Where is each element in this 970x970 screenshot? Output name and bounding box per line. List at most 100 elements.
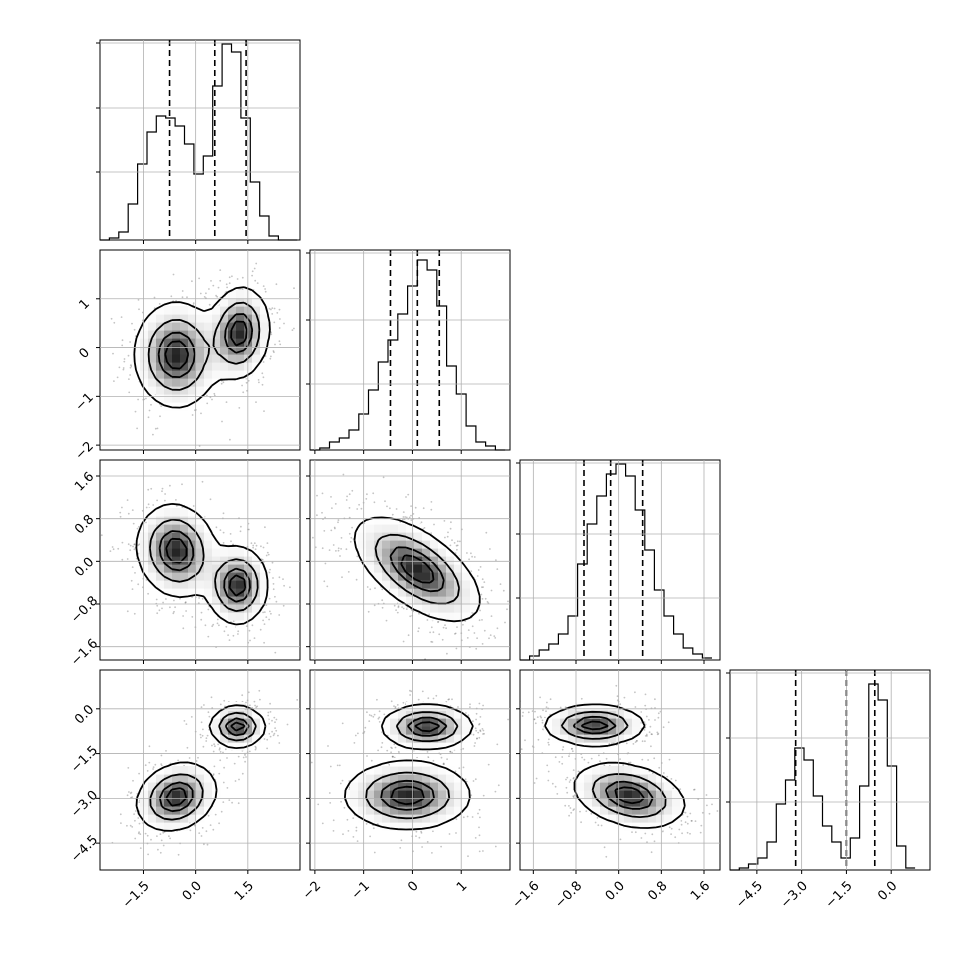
density-cell — [414, 556, 423, 565]
sample-point — [272, 734, 275, 737]
sample-point — [373, 851, 376, 854]
sample-point — [133, 813, 136, 815]
sample-point — [273, 351, 275, 354]
density-cell — [236, 338, 245, 347]
density-cell — [164, 314, 173, 323]
density-cell — [204, 588, 213, 597]
density-cell — [390, 532, 399, 541]
sample-point — [464, 778, 467, 781]
sample-point — [479, 729, 482, 732]
sample-point — [430, 501, 433, 503]
density-cell — [212, 330, 221, 339]
density-cell — [244, 726, 253, 735]
sample-point — [198, 445, 201, 447]
sample-point — [339, 555, 341, 557]
sample-point — [136, 527, 139, 530]
sample-point — [430, 640, 433, 643]
sample-point — [479, 730, 482, 733]
sample-point — [164, 499, 166, 502]
density-cell — [252, 338, 261, 347]
density-cell — [196, 806, 205, 815]
density-cell — [188, 806, 197, 815]
sample-point — [259, 698, 261, 701]
sample-point — [455, 544, 458, 547]
sample-point — [426, 751, 429, 753]
sample-point — [469, 703, 471, 706]
density-cell — [164, 524, 173, 533]
density-cell — [180, 814, 189, 823]
sample-point — [481, 598, 484, 600]
sample-point — [459, 540, 461, 543]
density-cell — [172, 564, 181, 573]
sample-point — [423, 527, 426, 529]
sample-point — [457, 706, 459, 708]
density-cell — [180, 580, 189, 589]
sample-point — [456, 548, 458, 551]
sample-point — [471, 625, 474, 628]
sample-point — [466, 552, 468, 554]
density-cell — [156, 532, 165, 541]
sample-point — [145, 397, 147, 400]
sample-point — [134, 819, 136, 822]
sample-point — [154, 427, 157, 430]
density-cell — [244, 580, 253, 589]
sample-point — [348, 507, 351, 509]
sample-point — [421, 846, 423, 848]
sample-point — [229, 438, 231, 441]
sample-point — [222, 381, 225, 384]
sample-point — [155, 598, 158, 601]
sample-point — [219, 751, 222, 753]
sample-point — [390, 700, 393, 703]
sample-point — [402, 607, 405, 610]
sample-point — [168, 835, 170, 838]
sample-point — [256, 705, 259, 708]
sample-point — [186, 296, 188, 299]
sample-point — [347, 830, 350, 832]
sample-point — [267, 711, 270, 714]
sample-point — [272, 583, 275, 585]
density-cell — [148, 338, 157, 347]
sample-point — [478, 808, 481, 811]
sample-point — [248, 528, 250, 531]
density-cell — [398, 548, 407, 557]
sample-point — [396, 611, 399, 614]
sample-point — [228, 282, 231, 285]
density-cell — [212, 370, 221, 379]
sample-point — [345, 548, 348, 551]
sample-point — [267, 553, 270, 556]
sample-point — [210, 696, 213, 699]
sample-point — [241, 276, 244, 279]
density-cell — [430, 572, 439, 581]
density-cell — [228, 354, 237, 363]
sample-point — [165, 750, 167, 752]
sample-point — [378, 721, 381, 723]
density-cell — [212, 306, 221, 315]
density-cell — [358, 524, 367, 533]
sample-point — [269, 610, 271, 613]
density-cell — [196, 378, 205, 387]
sample-point — [127, 354, 130, 357]
density-cell — [164, 532, 173, 541]
density-cell — [148, 386, 157, 395]
sample-point — [109, 550, 112, 552]
density-cell — [180, 338, 189, 347]
sample-point — [263, 611, 266, 613]
density-cell — [228, 718, 237, 727]
density-cell — [156, 370, 165, 379]
sample-point — [110, 317, 113, 320]
sample-point — [137, 817, 140, 819]
sample-point — [200, 736, 202, 739]
sample-point — [205, 830, 208, 833]
sample-point — [188, 757, 191, 759]
sample-point — [256, 282, 259, 284]
sample-point — [257, 379, 260, 381]
density-cell — [156, 782, 165, 791]
density-cell — [164, 322, 173, 331]
density-cell — [196, 774, 205, 783]
sample-point — [273, 716, 276, 719]
density-cell — [172, 766, 181, 775]
density-cell — [140, 540, 149, 549]
sample-point — [211, 398, 213, 401]
sample-point — [255, 401, 257, 403]
